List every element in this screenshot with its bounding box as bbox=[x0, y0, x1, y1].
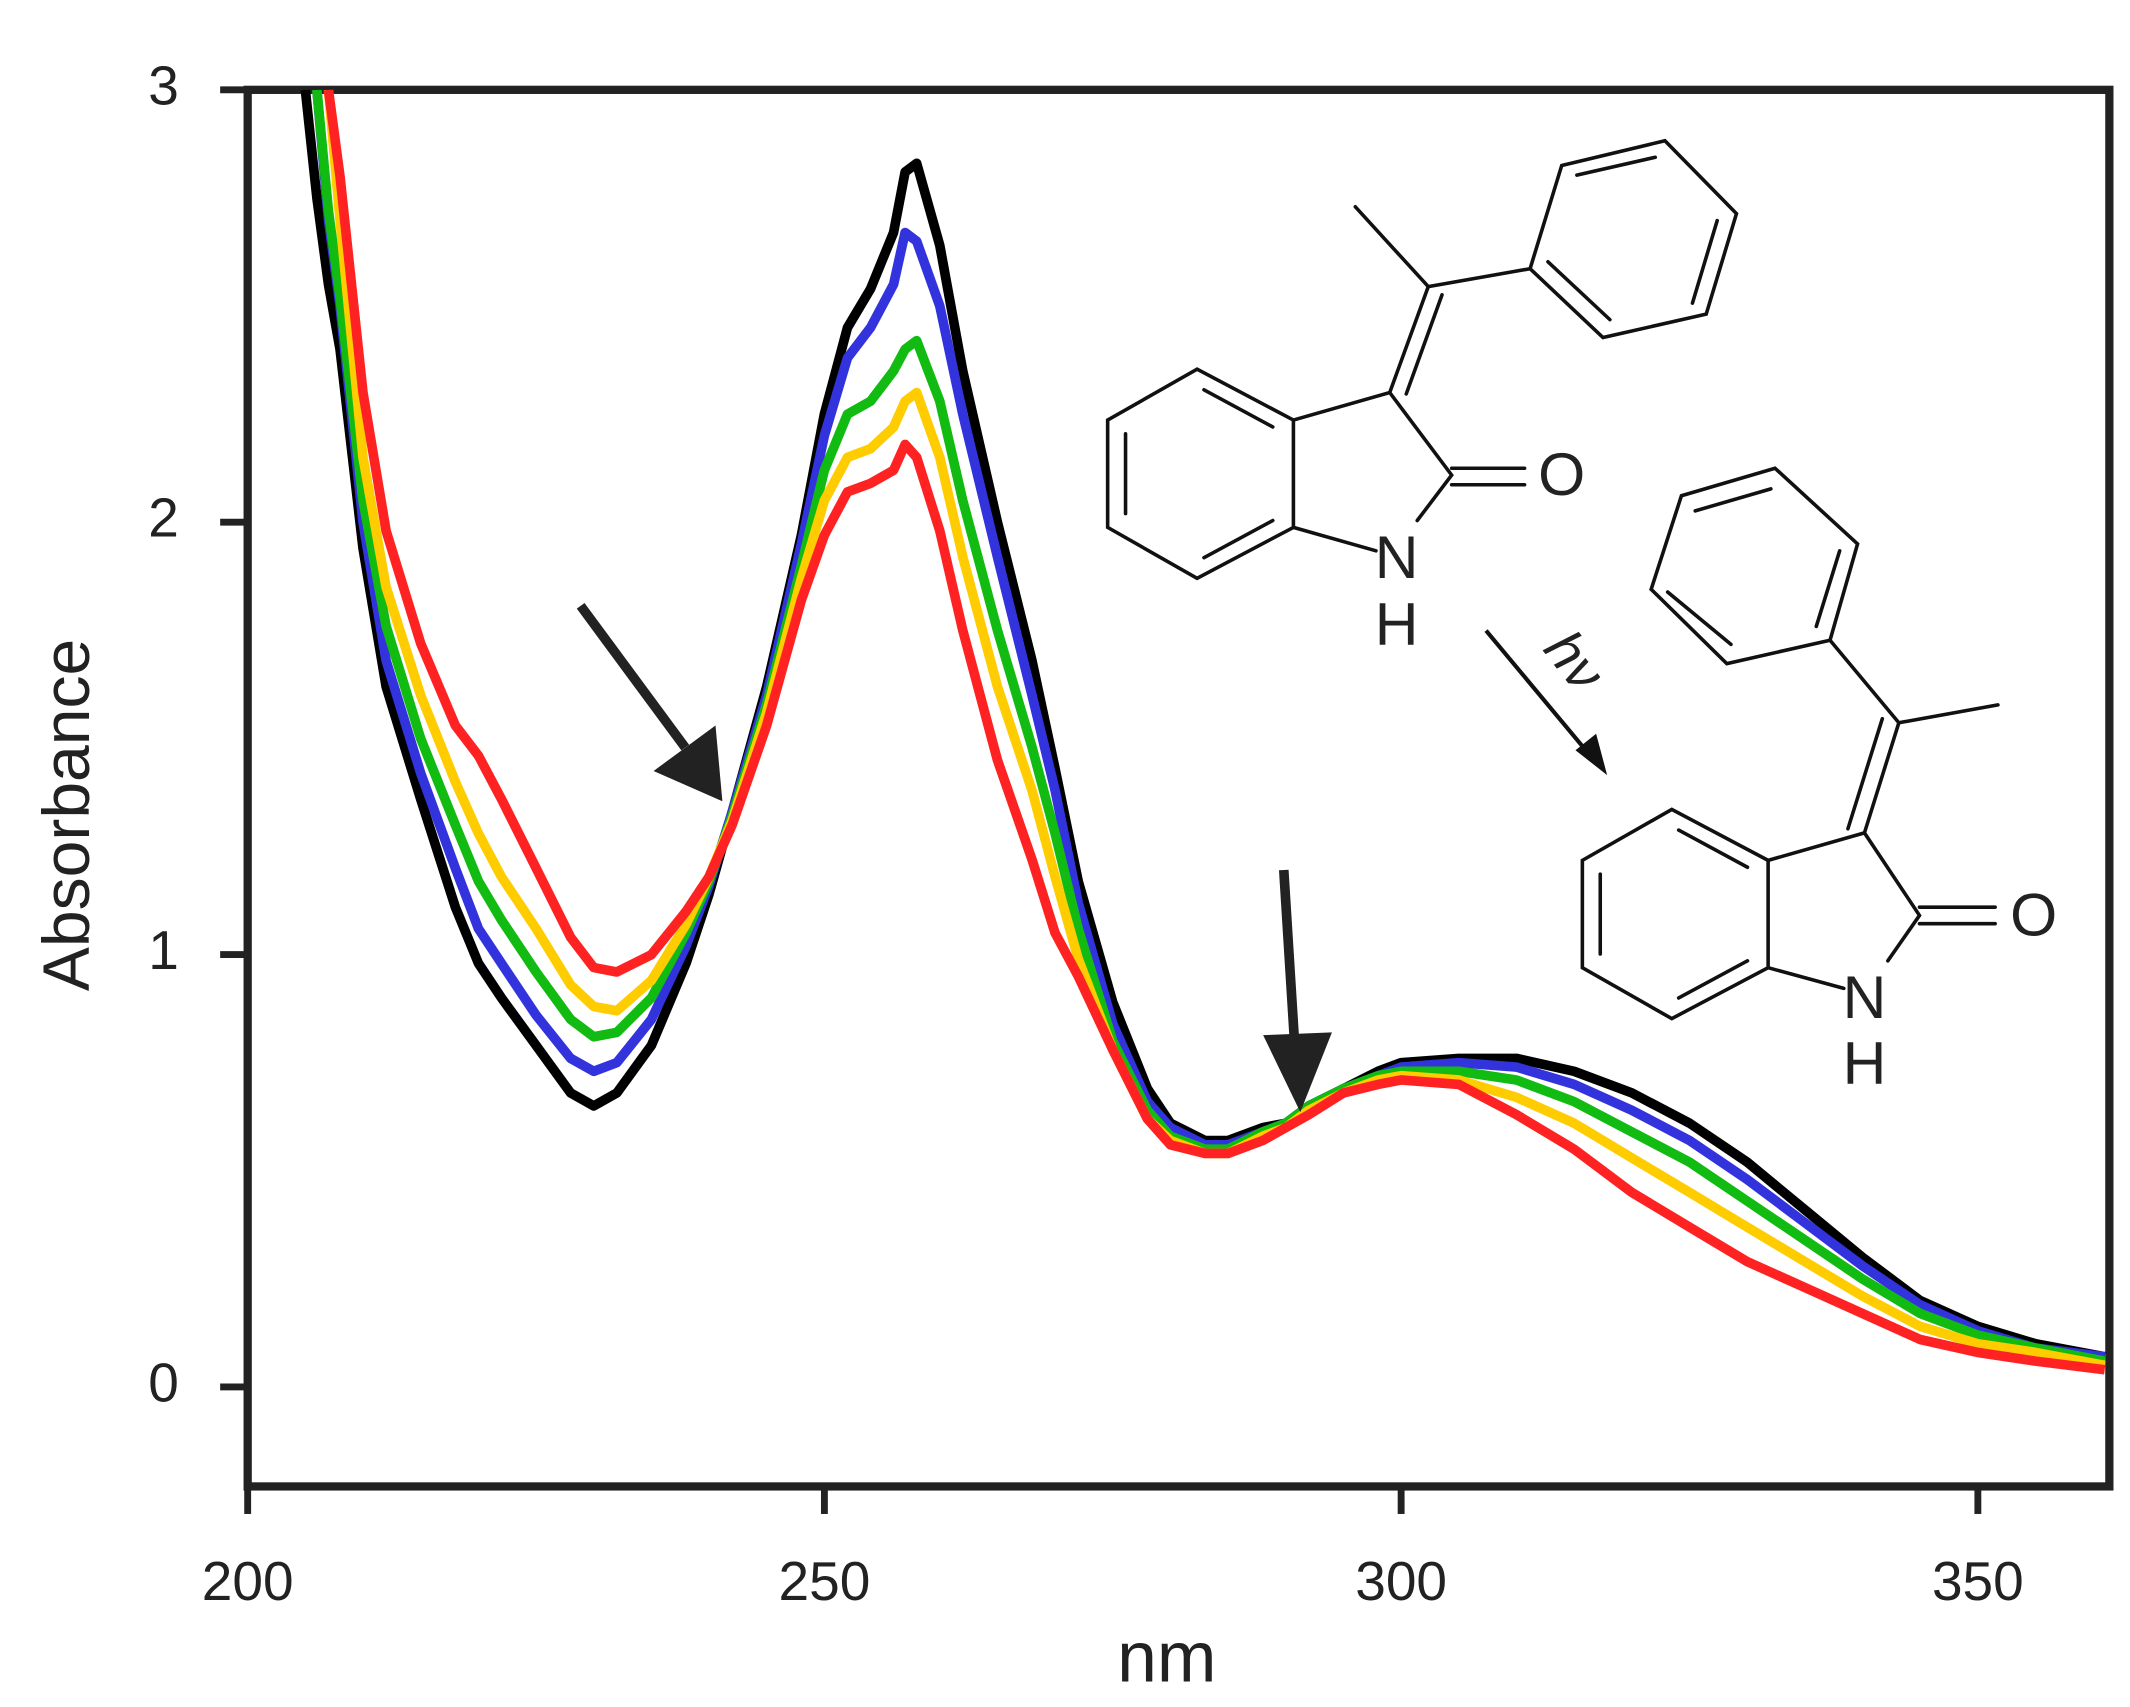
x-tick-label: 250 bbox=[779, 1550, 871, 1612]
series-line bbox=[312, 89, 2106, 1366]
atom-label: H bbox=[1843, 1029, 1887, 1097]
arrows bbox=[576, 602, 1332, 1113]
molecule-2 bbox=[1580, 466, 2000, 1021]
series-line bbox=[312, 89, 2106, 1362]
y-tick-label: 1 bbox=[148, 919, 179, 981]
x-axis-label: nm bbox=[1117, 1617, 1216, 1697]
arrow bbox=[1484, 629, 1591, 756]
x-tick-label: 300 bbox=[1355, 1550, 1447, 1612]
x-tick-label: 350 bbox=[1932, 1550, 2024, 1612]
frame bbox=[243, 85, 2114, 1491]
series-line bbox=[323, 89, 2106, 1371]
y-tick-label: 2 bbox=[148, 487, 179, 549]
arrow bbox=[1278, 869, 1300, 1047]
atom-label: O bbox=[2010, 881, 2057, 949]
arrow-head bbox=[653, 725, 723, 802]
arrow-head bbox=[1263, 1032, 1332, 1113]
series-line bbox=[323, 89, 2106, 1375]
atom-label: N bbox=[1375, 523, 1419, 591]
atom-label: H bbox=[1375, 590, 1419, 658]
plot-area: 0 1 2 3 200 250 300 350 bbox=[148, 54, 2114, 1612]
arrow-head bbox=[1575, 733, 1608, 776]
y-axis-label: Absorbance bbox=[29, 639, 103, 991]
arrow bbox=[576, 602, 690, 751]
y-tick-label: 0 bbox=[148, 1352, 179, 1414]
molecule-1 bbox=[1105, 138, 1739, 581]
series-line bbox=[300, 89, 2106, 1362]
y-tick-label: 3 bbox=[148, 54, 179, 116]
atom-label: N bbox=[1843, 963, 1887, 1031]
reaction-label: hν bbox=[1533, 619, 1618, 703]
atom-label: O bbox=[1538, 440, 1585, 508]
x-tick-label: 200 bbox=[202, 1550, 294, 1612]
hv-arrow bbox=[1484, 629, 1608, 776]
